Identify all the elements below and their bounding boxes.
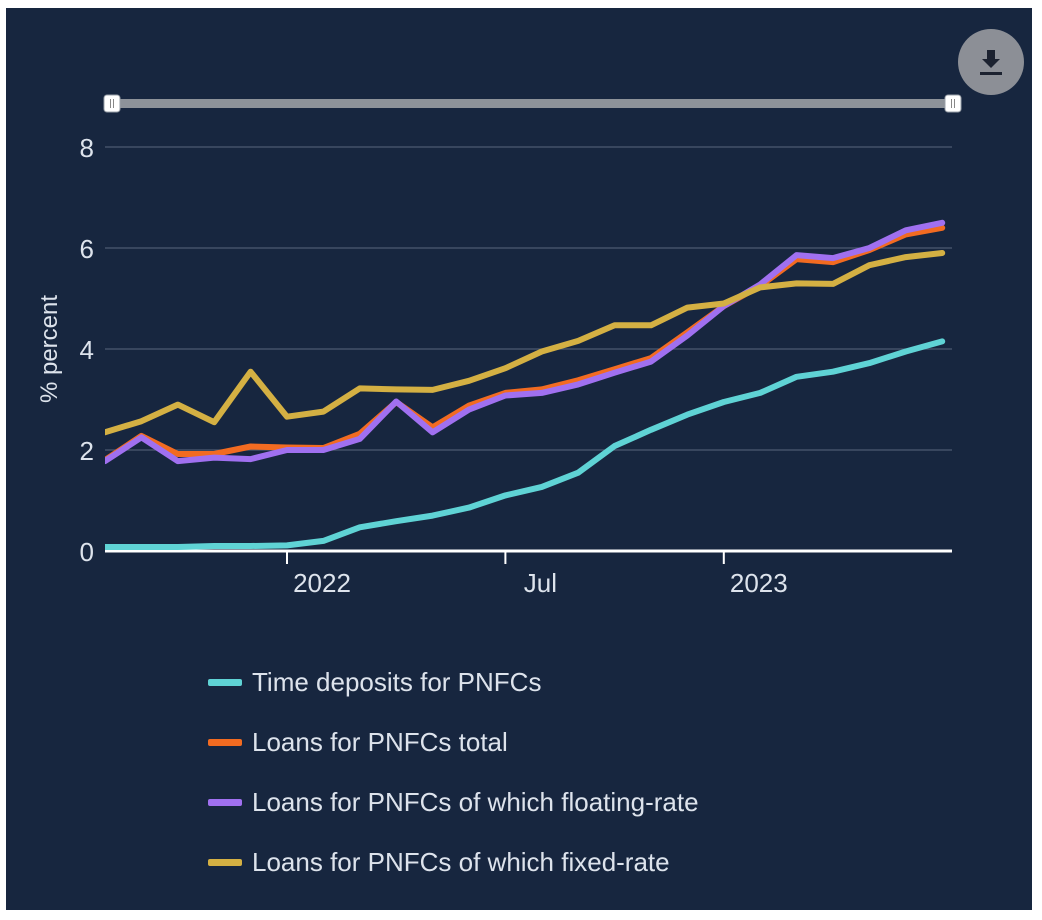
range-slider-handle-end[interactable] [944, 94, 962, 113]
y-tick-label: 8 [80, 133, 94, 163]
chart-panel: 0 2 4 6 8 2022 Jul 2023 % percent Time deposits … [6, 8, 1032, 910]
y-tick-label: 4 [80, 335, 94, 365]
y-tick-label: 2 [80, 436, 94, 466]
y-axis-label: % percent [36, 295, 63, 403]
legend-swatch [208, 858, 242, 866]
legend-item[interactable]: Loans for PNFCs total [208, 712, 699, 772]
x-tick-label: 2022 [293, 568, 351, 598]
legend-label: Loans for PNFCs of which fixed-rate [252, 846, 670, 877]
x-tick-label: Jul [524, 568, 557, 598]
series-line-1[interactable] [105, 338, 946, 550]
legend-swatch [208, 678, 242, 686]
legend-label: Loans for PNFCs total [252, 726, 508, 757]
legend-swatch [208, 738, 242, 746]
download-button[interactable] [958, 29, 1024, 95]
legend-item[interactable]: Loans for PNFCs of which fixed-rate [208, 832, 699, 892]
series-line-4[interactable] [105, 250, 946, 436]
range-slider-handle-start[interactable] [103, 94, 121, 113]
legend-label: Time deposits for PNFCs [252, 666, 542, 697]
line-chart: 0 2 4 6 8 2022 Jul 2023 % percent [36, 94, 962, 598]
legend: Time deposits for PNFCs Loans for PNFCs t… [208, 652, 699, 892]
legend-item[interactable]: Time deposits for PNFCs [208, 652, 699, 712]
y-tick-label: 0 [80, 537, 94, 567]
legend-label: Loans for PNFCs of which floating-rate [252, 786, 699, 817]
y-tick-label: 6 [80, 234, 94, 264]
x-tick-label: 2023 [730, 568, 788, 598]
legend-swatch [208, 798, 242, 806]
range-slider-track[interactable] [105, 99, 952, 108]
series-line-2[interactable] [105, 224, 946, 464]
download-icon [980, 50, 1002, 75]
legend-item[interactable]: Loans for PNFCs of which floating-rate [208, 772, 699, 832]
series-line-3[interactable] [105, 219, 946, 465]
